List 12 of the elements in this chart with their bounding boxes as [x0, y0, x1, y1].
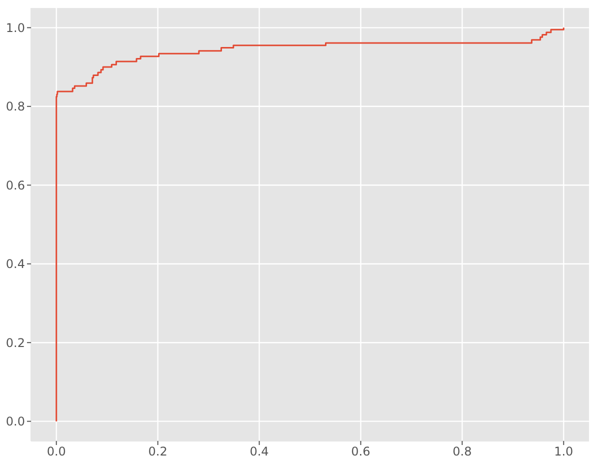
- x-tick-label: 0.0: [46, 444, 66, 459]
- x-tick-label: 0.8: [452, 444, 472, 459]
- y-tick-label: 0.0: [6, 414, 25, 429]
- x-tick-label: 0.2: [148, 444, 168, 459]
- y-tick-label: 1.0: [6, 20, 25, 35]
- x-tick-label: 1.0: [554, 444, 574, 459]
- y-tick-label: 0.4: [6, 257, 25, 272]
- x-tick-label: 0.4: [250, 444, 269, 459]
- y-tick-label: 0.6: [6, 178, 25, 192]
- x-tick-label: 0.6: [351, 444, 370, 459]
- y-tick-label: 0.2: [6, 336, 25, 350]
- y-tick-label: 0.8: [6, 100, 25, 114]
